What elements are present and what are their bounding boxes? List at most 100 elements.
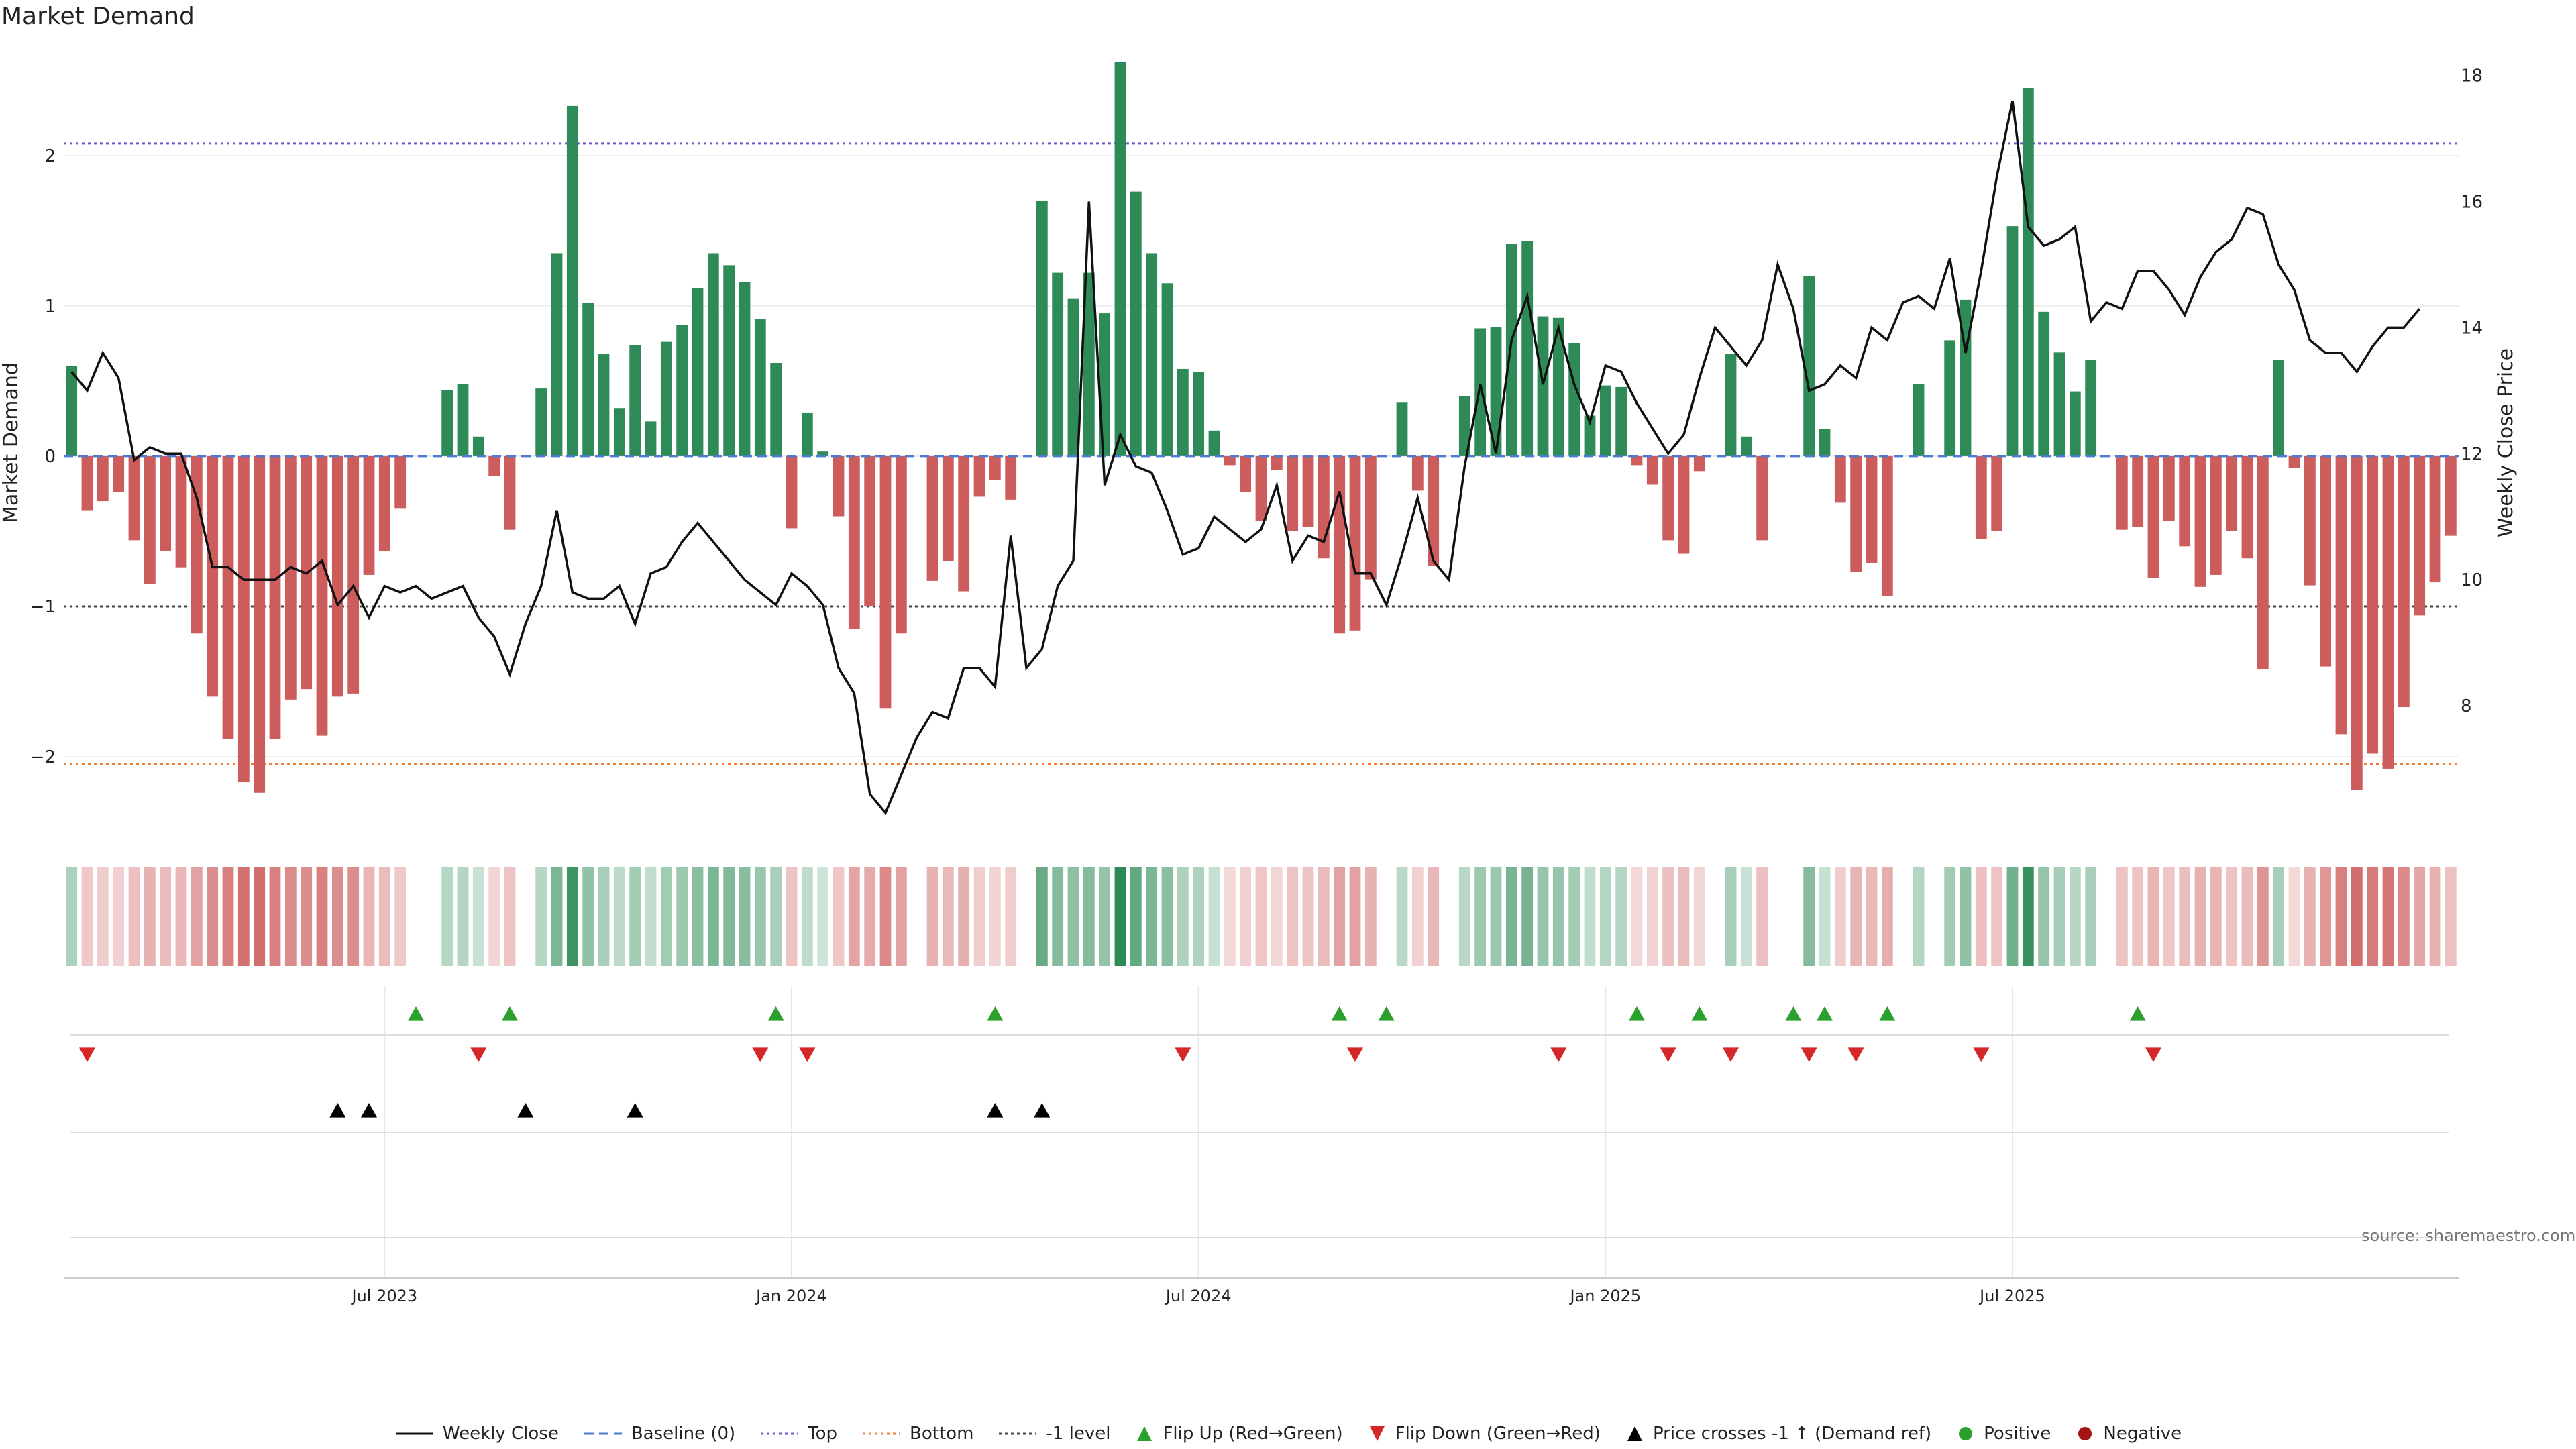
demand-bar xyxy=(1396,402,1408,456)
demand-bar xyxy=(284,455,297,700)
heat-cell xyxy=(754,867,766,966)
y2-tick-label: 16 xyxy=(2461,192,2483,212)
demand-bar xyxy=(2257,455,2269,670)
heat-cell xyxy=(1913,867,1925,966)
demand-bar xyxy=(1490,327,1502,456)
heat-cell xyxy=(2116,867,2128,966)
legend-label: Positive xyxy=(1984,1424,2051,1444)
demand-bar xyxy=(2351,455,2363,790)
flip-up-marker xyxy=(987,1006,1004,1021)
demand-bar xyxy=(1458,396,1470,456)
heat-cell xyxy=(2053,867,2065,966)
legend-item: Weekly Close xyxy=(394,1424,559,1444)
y2-tick-label: 14 xyxy=(2461,318,2483,338)
legend-swatch xyxy=(999,1432,1037,1435)
heat-cell xyxy=(316,867,328,966)
heat-cell xyxy=(833,867,845,966)
demand-bar xyxy=(1005,455,1017,500)
heat-cell xyxy=(1271,867,1283,966)
heat-cell xyxy=(786,867,798,966)
demand-bar xyxy=(347,455,360,694)
heat-cell xyxy=(1740,867,1752,966)
demand-bar xyxy=(2053,352,2065,456)
heat-cell xyxy=(1349,867,1361,966)
heat-cell xyxy=(598,867,610,966)
heat-cell xyxy=(1224,867,1236,966)
heat-cell xyxy=(1490,867,1502,966)
demand-bar xyxy=(1850,455,1862,572)
heat-cell xyxy=(1975,867,1987,966)
heat-cell xyxy=(207,867,219,966)
demand-bar xyxy=(864,455,876,606)
demand-bar xyxy=(175,455,187,568)
heat-cell xyxy=(301,867,313,966)
heat-cell xyxy=(2320,867,2332,966)
legend-item: Bottom xyxy=(861,1424,973,1444)
demand-bar xyxy=(472,436,484,456)
x-tick-label: Jul 2024 xyxy=(1165,1287,1232,1305)
demand-bar xyxy=(1646,455,1658,485)
heat-cell xyxy=(770,867,782,966)
y-axis-label: Market Demand xyxy=(0,362,23,523)
demand-bar xyxy=(1991,455,2003,531)
demand-bar xyxy=(2194,455,2206,587)
flip-down-marker xyxy=(1660,1047,1676,1062)
demand-bar xyxy=(786,455,798,529)
demand-bar xyxy=(739,282,751,456)
demand-bar xyxy=(1568,343,1580,456)
demand-bar xyxy=(2445,455,2457,536)
flip-down-marker xyxy=(1723,1047,1739,1062)
demand-bar xyxy=(2116,455,2128,530)
demand-bar xyxy=(2398,455,2410,708)
heat-cell xyxy=(1960,867,1972,966)
demand-bar xyxy=(1271,455,1283,470)
legend-swatch xyxy=(1959,1427,1973,1440)
heat-cell xyxy=(284,867,297,966)
heat-cell xyxy=(1428,867,1440,966)
heat-cell xyxy=(1396,867,1408,966)
heat-cell xyxy=(504,867,516,966)
demand-bar xyxy=(2163,455,2175,521)
demand-bar xyxy=(2038,311,2050,456)
legend-label: Negative xyxy=(2103,1424,2182,1444)
heat-cell xyxy=(801,867,813,966)
demand-bar xyxy=(1975,455,1987,539)
flip-down-marker xyxy=(752,1047,769,1062)
demand-bar xyxy=(1552,317,1564,456)
y2-tick-label: 10 xyxy=(2461,570,2483,590)
heat-cell xyxy=(895,867,907,966)
heat-cell xyxy=(269,867,281,966)
heat-cell xyxy=(363,867,375,966)
heat-cell xyxy=(723,867,735,966)
legend-label: Weekly Close xyxy=(442,1424,559,1444)
demand-bar xyxy=(2022,88,2034,456)
heat-cell xyxy=(1991,867,2003,966)
demand-bar xyxy=(488,455,500,476)
heat-cell xyxy=(2038,867,2050,966)
heat-cell xyxy=(347,867,360,966)
demand-bar xyxy=(1474,328,1487,456)
legend-label: Baseline (0) xyxy=(631,1424,736,1444)
demand-bar xyxy=(1662,455,1674,541)
flip-down-marker xyxy=(1550,1047,1567,1062)
heat-cell xyxy=(2132,867,2144,966)
price-cross-marker xyxy=(1034,1103,1051,1118)
heat-cell xyxy=(1474,867,1487,966)
demand-bar xyxy=(551,253,563,456)
flip-up-marker xyxy=(1879,1006,1896,1021)
demand-bar xyxy=(848,455,860,629)
flip-down-marker xyxy=(1801,1047,1817,1062)
heat-cell xyxy=(1114,867,1126,966)
demand-bar xyxy=(1302,455,1314,527)
demand-bar xyxy=(676,325,688,456)
heat-cell xyxy=(613,867,625,966)
demand-bar xyxy=(973,455,985,497)
demand-bar xyxy=(942,455,954,561)
demand-bar xyxy=(645,421,657,456)
demand-bar xyxy=(2069,391,2081,456)
demand-bar xyxy=(1584,415,1596,456)
demand-bar xyxy=(1114,62,1126,456)
legend-item: Flip Up (Red→Green) xyxy=(1134,1424,1343,1444)
demand-bar xyxy=(1161,283,1173,456)
demand-bar xyxy=(598,354,610,456)
